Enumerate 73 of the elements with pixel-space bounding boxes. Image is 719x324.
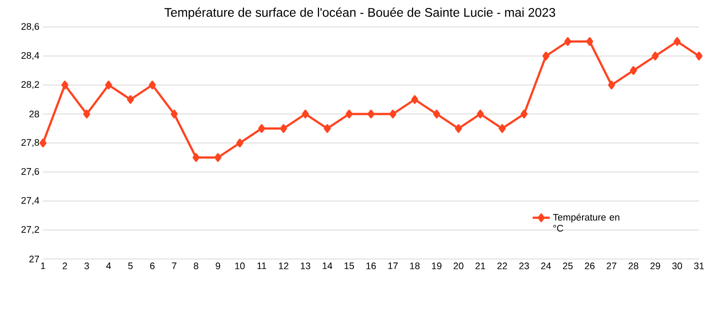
y-tick-label: 28,6	[21, 23, 40, 31]
point	[346, 110, 353, 118]
point	[324, 124, 331, 133]
x-tick-label: 5	[128, 262, 133, 270]
y-tick-label: 27,6	[21, 168, 40, 176]
x-tick-label: 13	[300, 262, 310, 270]
x-tick-label: 7	[172, 262, 176, 270]
x-tick-label: 19	[432, 262, 442, 270]
point	[542, 52, 550, 60]
x-tick-label: 31	[694, 262, 704, 270]
x-tick-label: 23	[519, 262, 529, 270]
point	[148, 80, 156, 90]
x-tick-label: 11	[257, 262, 266, 270]
y-tick-label: 28	[29, 110, 40, 118]
chart-title: Température de surface de l'océan - Bouée de Sainte Lucie - mai 2023	[164, 8, 556, 20]
point	[411, 95, 418, 104]
x-tick-label: 16	[366, 262, 376, 270]
x-tick-label: 12	[278, 262, 288, 270]
point	[454, 124, 462, 133]
x-tick-label: 30	[672, 262, 682, 270]
y-tick-label: 28,2	[21, 81, 40, 89]
point	[586, 37, 594, 46]
point	[476, 110, 484, 118]
point	[105, 80, 112, 90]
y-tick-label: 27,8	[21, 139, 40, 147]
point	[498, 124, 506, 133]
x-tick-label: 6	[150, 262, 155, 270]
x-tick-label: 27	[606, 262, 616, 270]
point	[258, 124, 266, 133]
x-tick-label: 15	[344, 262, 354, 270]
x-tick-label: 3	[84, 262, 89, 270]
y-tick-label: 28,4	[21, 52, 40, 60]
point	[389, 110, 396, 118]
x-tick-label: 14	[322, 262, 332, 270]
y-tick-label: 27,2	[21, 226, 40, 234]
point	[630, 66, 637, 75]
point	[652, 52, 659, 60]
point	[368, 110, 374, 118]
x-tick-label: 8	[194, 262, 198, 270]
point	[696, 52, 702, 60]
point	[214, 153, 222, 162]
point	[520, 110, 528, 118]
point	[61, 80, 68, 90]
point	[302, 110, 309, 118]
x-tick-label: 22	[497, 262, 508, 270]
x-tick-label: 18	[410, 262, 420, 270]
point	[40, 138, 46, 148]
point	[280, 124, 288, 133]
x-tick-label: 17	[388, 262, 398, 270]
x-tick-label: 20	[454, 262, 464, 270]
x-tick-label: 4	[106, 262, 111, 270]
x-tick-label: 21	[476, 262, 486, 270]
x-tick-label: 1	[41, 262, 46, 270]
point	[674, 37, 681, 46]
point	[126, 95, 134, 104]
x-tick-label: 26	[584, 262, 595, 270]
point	[170, 110, 178, 118]
x-tick-label: 9	[216, 262, 220, 270]
point	[83, 110, 90, 118]
point	[192, 153, 200, 162]
x-tick-label: 10	[235, 262, 245, 270]
point	[608, 80, 616, 90]
x-tick-label: 28	[628, 262, 638, 270]
x-tick-label: 25	[563, 262, 573, 270]
x-tick-label: 2	[62, 262, 68, 270]
y-tick-label: 27	[29, 256, 40, 262]
point	[236, 138, 244, 148]
x-tick-label: 29	[650, 262, 660, 270]
y-tick-label: 27,4	[21, 197, 40, 205]
x-tick-label: 24	[541, 262, 551, 270]
point	[433, 110, 440, 118]
point	[564, 37, 572, 46]
legend-label: Température en °C	[553, 214, 620, 232]
